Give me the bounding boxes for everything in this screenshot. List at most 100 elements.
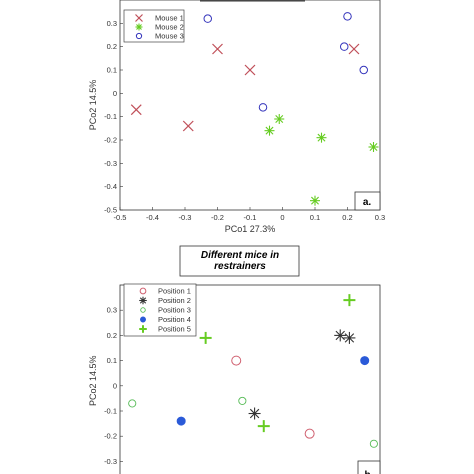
- y-tick-label: -0.3: [104, 457, 117, 466]
- legend-marker: [135, 23, 143, 31]
- data-point: [343, 12, 352, 21]
- data-point-shape: [360, 356, 370, 366]
- data-point: [176, 416, 186, 426]
- legend-entry: Mouse 1: [155, 14, 184, 23]
- x-axis-label: PCo1 27.3%: [225, 224, 276, 234]
- data-point-stroke: [317, 133, 326, 142]
- legend-entry: Position 4: [158, 315, 191, 324]
- y-tick-label: 0.3: [107, 306, 117, 315]
- data-point-stroke: [348, 43, 360, 55]
- data-point: [203, 14, 212, 23]
- legend-marker: [140, 316, 146, 323]
- y-tick-label: 0: [113, 89, 117, 98]
- data-point-shape: [369, 439, 378, 448]
- legend-marker: [139, 287, 147, 295]
- data-point: [334, 329, 347, 342]
- legend-marker-shape: [140, 307, 146, 313]
- data-point: [264, 125, 275, 136]
- data-point-shape: [340, 42, 349, 51]
- x-tick-label: 0: [280, 213, 284, 222]
- data-point: [316, 132, 327, 143]
- y-tick-label: 0.2: [107, 331, 117, 340]
- y-axis-label: PCo2 14.5%: [88, 80, 98, 131]
- x-tick-label: 0.2: [342, 213, 352, 222]
- title-box: [179, 245, 300, 277]
- y-tick-label: 0.3: [107, 19, 117, 28]
- y-tick-label: -0.1: [104, 112, 117, 121]
- panel-b: -0.3 -0.2 -0.1 0 0.1 0.2 0.3 PCo2 14.5% Position…: [88, 283, 381, 474]
- data-point-shape: [238, 396, 247, 405]
- data-point: [304, 428, 315, 439]
- data-point-stroke: [212, 43, 223, 55]
- y-tick-label: 0.1: [107, 356, 117, 365]
- data-point: [343, 294, 356, 307]
- data-point: [182, 120, 194, 132]
- data-point: [360, 356, 370, 366]
- title-line: restrainers: [214, 261, 266, 272]
- data-point-stroke: [344, 333, 355, 343]
- data-point: [359, 65, 368, 75]
- legend-marker-shape: [140, 316, 146, 323]
- data-point-stroke: [182, 120, 194, 132]
- y-tick-label: 0: [113, 381, 117, 390]
- data-point-shape: [176, 416, 186, 426]
- legend-entry: Mouse 3: [155, 32, 184, 41]
- data-point: [274, 114, 285, 124]
- data-point-shape: [258, 103, 268, 112]
- data-point: [343, 331, 356, 344]
- legend-marker-stroke: [135, 14, 143, 22]
- data-point-shape: [343, 12, 352, 21]
- legend-marker: [140, 307, 146, 313]
- legend-entry: Position 2: [158, 296, 191, 305]
- data-point-shape: [359, 65, 368, 75]
- data-point-stroke: [265, 126, 274, 135]
- legend-marker: [135, 14, 143, 22]
- data-point: [257, 420, 270, 433]
- data-point: [258, 103, 268, 112]
- legend-entry: Position 1: [158, 287, 191, 296]
- x-tick-label: 0.1: [310, 213, 320, 222]
- x-tick-label: -0.2: [211, 213, 224, 222]
- panel-a: -0.5 -0.4 -0.3 -0.2 -0.1 0 0.1 0.2 0.3 -0.5 -0.4 -0…: [88, 0, 385, 234]
- data-point: [130, 104, 142, 116]
- legend-entry: Position 5: [158, 325, 191, 334]
- data-point-shape: [128, 399, 137, 408]
- legend-marker: [135, 32, 143, 40]
- x-tick-label: -0.4: [146, 213, 159, 222]
- data-point-stroke: [249, 408, 260, 419]
- panel-a-letter: a.: [363, 197, 372, 208]
- x-tick-label: -0.3: [179, 213, 192, 222]
- legend-marker: [139, 325, 147, 333]
- legend-box: [123, 283, 197, 337]
- data-point: [199, 331, 212, 344]
- y-tick-label: -0.3: [104, 159, 117, 168]
- legend-marker-shape: [135, 32, 143, 40]
- data-point: [340, 42, 349, 51]
- legend-marker-stroke: [139, 297, 147, 304]
- data-point-stroke: [275, 115, 284, 123]
- x-tick-label: -0.1: [244, 213, 257, 222]
- data-point-shape: [231, 355, 242, 366]
- data-point-stroke: [369, 143, 378, 151]
- y-axis-label: PCo2 14.5%: [88, 355, 98, 406]
- y-tick-label: -0.5: [104, 206, 117, 215]
- data-point: [369, 439, 378, 448]
- legend-entry: Position 3: [158, 306, 191, 315]
- data-point: [231, 355, 242, 366]
- legend-entry: Mouse 2: [155, 23, 184, 32]
- y-tick-label: 0.2: [107, 42, 117, 51]
- y-tick-label: -0.2: [104, 432, 117, 441]
- data-point: [212, 43, 223, 55]
- x-tick-label: -0.5: [114, 213, 127, 222]
- y-tick-label: 0.1: [107, 66, 117, 75]
- x-tick-label: 0.3: [375, 213, 385, 222]
- y-tick-label: -0.1: [104, 407, 117, 416]
- y-tick-label: -0.2: [104, 136, 117, 145]
- data-point: [348, 43, 360, 55]
- data-point-stroke: [130, 104, 142, 116]
- y-tick-label: -0.4: [104, 182, 117, 191]
